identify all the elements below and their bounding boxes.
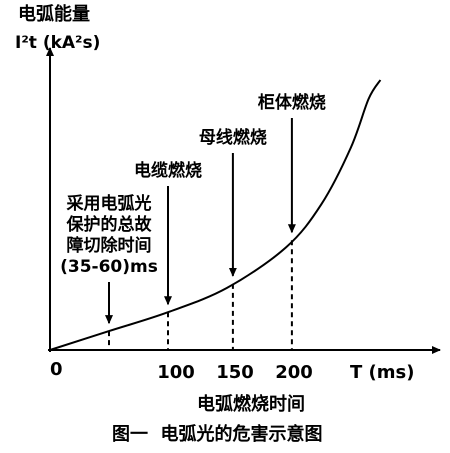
annotation-label: 柜体燃烧 (258, 92, 326, 113)
x-tick-label: 200 (275, 362, 313, 383)
dashed-guides (108, 240, 293, 350)
annotation-label: 母线燃烧 (199, 127, 267, 148)
annotation-label: 障切除时间 (67, 235, 152, 256)
energy-curve (49, 79, 382, 351)
y-axis-label-line2: I²t (kA²s) (15, 33, 100, 53)
x-axis-title: 电弧燃烧时间 (197, 393, 305, 415)
x-tick-labels: 100 150 200 (157, 362, 313, 383)
annotation-label: 采用电弧光 (66, 193, 152, 214)
origin-label: 0 (50, 359, 63, 380)
x-tick-label: 100 (157, 362, 195, 383)
figure-caption: 图一 电弧光的危害示意图 (112, 423, 323, 445)
annotation-label: 电缆燃烧 (134, 160, 202, 181)
annotation-label: (35-60)ms (60, 257, 158, 277)
y-axis-label-line1: 电弧能量 (18, 3, 90, 25)
annotation-label: 保护的总故 (66, 214, 153, 235)
x-axis-unit-label: T (ms) (350, 362, 414, 383)
x-tick-label: 150 (216, 362, 254, 383)
